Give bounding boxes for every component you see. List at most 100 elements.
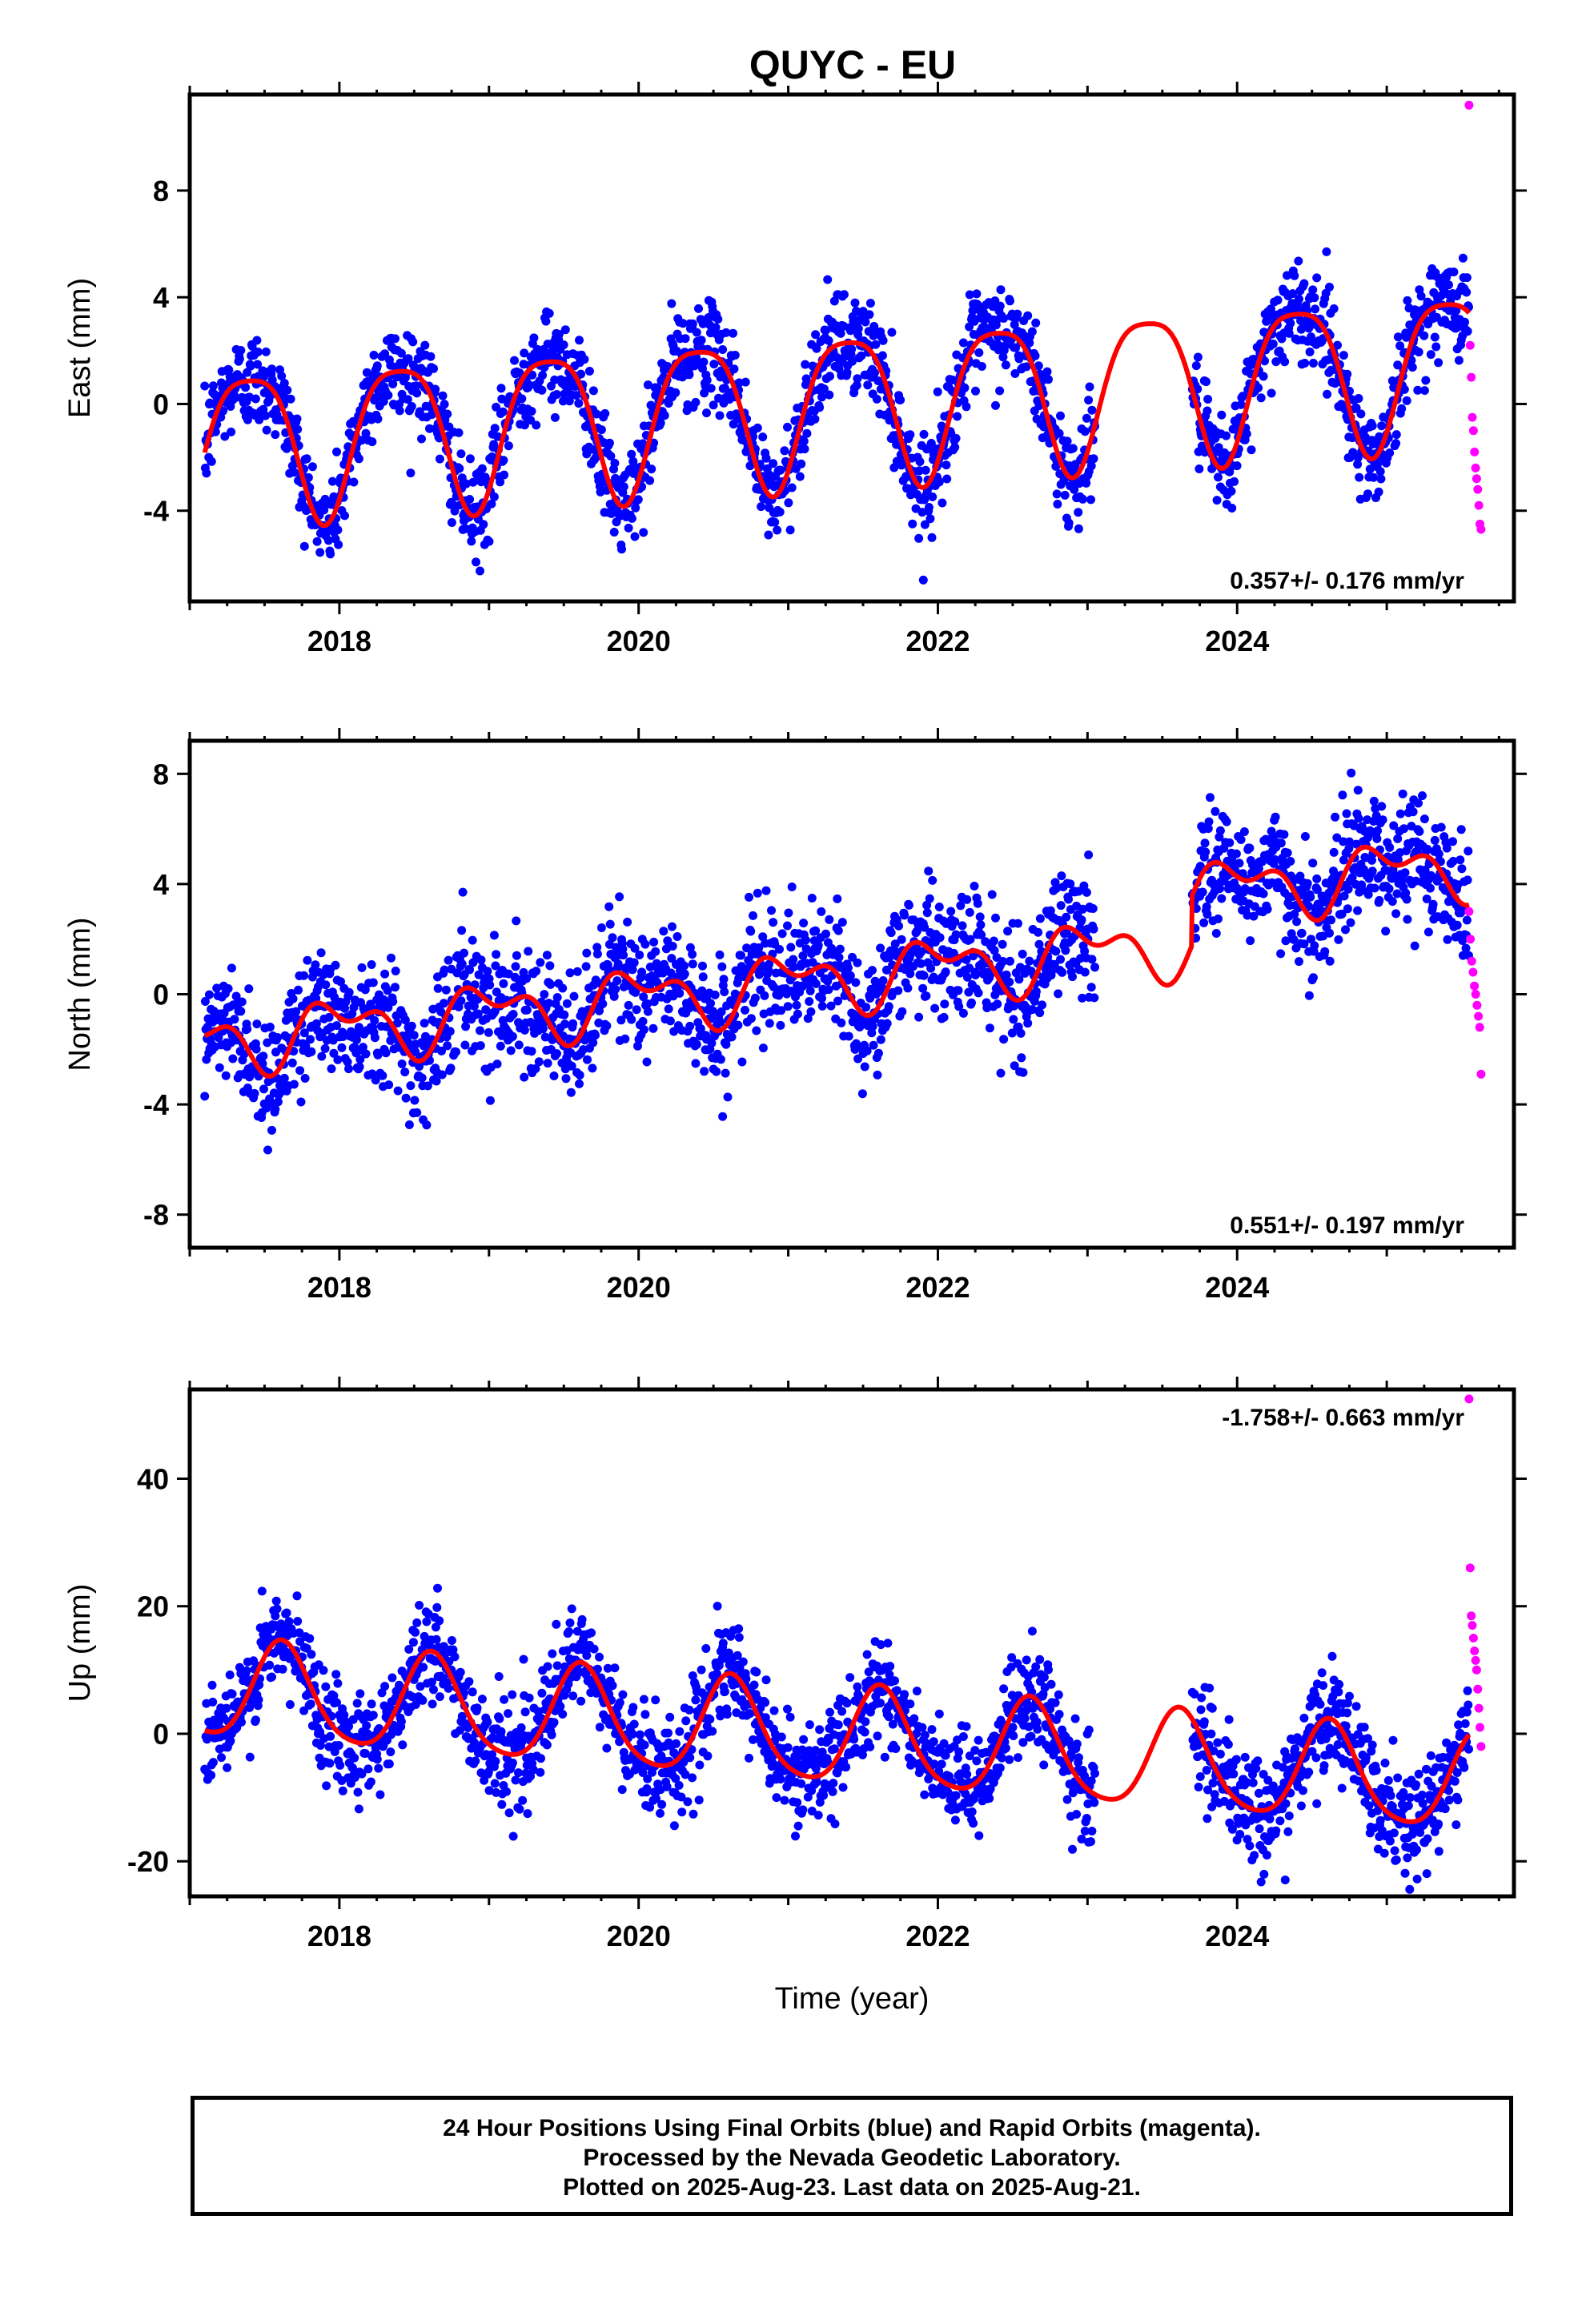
north-final-point [1403, 915, 1412, 924]
east-final-point [1086, 495, 1095, 505]
north-final-point [620, 1034, 630, 1043]
north-final-point [373, 1050, 383, 1059]
north-final-point [592, 949, 602, 959]
north-final-point [962, 972, 972, 982]
east-final-point [857, 351, 866, 360]
east-final-point [852, 380, 861, 390]
north-final-point [1217, 894, 1227, 903]
east-final-point [842, 368, 852, 377]
east-final-point [624, 523, 633, 533]
east-final-point [1247, 445, 1256, 455]
east-final-point [819, 384, 829, 394]
north-final-point [367, 960, 376, 969]
east-final-point [1452, 306, 1461, 316]
up-final-point [491, 1756, 500, 1766]
north-final-point [954, 1002, 964, 1011]
up-final-point [380, 1682, 390, 1691]
north-x-tick-label: 2022 [905, 1271, 970, 1304]
east-final-point [292, 414, 302, 424]
east-final-point [999, 314, 1009, 323]
east-final-point [1454, 356, 1464, 365]
north-final-point [354, 1023, 363, 1032]
up-final-point [366, 1777, 375, 1787]
east-final-point [1203, 395, 1213, 404]
north-final-point [664, 1004, 673, 1014]
up-final-point [335, 1760, 345, 1770]
north-final-point [611, 943, 620, 952]
east-final-point [255, 415, 264, 424]
up-final-point [515, 1804, 524, 1814]
east-final-point [869, 368, 879, 378]
east-final-point [554, 330, 564, 339]
north-final-point [912, 927, 921, 936]
east-final-point [810, 414, 820, 424]
north-final-point [951, 930, 961, 939]
up-final-point [536, 1767, 545, 1777]
north-final-point [258, 1059, 267, 1068]
east-final-point [1367, 421, 1377, 431]
north-final-point [946, 907, 956, 916]
north-final-point [876, 943, 885, 953]
north-final-point [805, 986, 815, 995]
up-final-point [352, 1699, 362, 1708]
north-final-point [668, 942, 677, 951]
north-final-point [1225, 838, 1235, 847]
east-final-point [461, 479, 471, 489]
east-final-point [773, 525, 782, 535]
east-final-point [1271, 357, 1281, 367]
north-final-point [922, 908, 932, 918]
north-final-point [1430, 835, 1439, 845]
north-final-point [409, 1031, 419, 1040]
north-y-tick-label: 0 [153, 979, 169, 1011]
east-final-point [476, 566, 484, 576]
east-final-point [609, 528, 619, 537]
north-final-point [522, 1005, 532, 1015]
north-final-point [1235, 858, 1244, 868]
up-final-point [321, 1682, 331, 1691]
east-final-point [544, 308, 554, 318]
east-final-point [811, 330, 821, 340]
up-final-point [497, 1799, 507, 1809]
east-final-point [927, 533, 937, 542]
north-final-point [727, 1032, 737, 1042]
north-final-point [1214, 914, 1223, 923]
north-final-point [873, 1048, 883, 1058]
north-final-point [1283, 848, 1292, 858]
up-final-point [472, 1703, 482, 1713]
north-final-point [716, 1018, 725, 1027]
north-final-point [441, 985, 451, 995]
east-final-point [524, 380, 533, 389]
east-final-point [877, 351, 887, 360]
east-final-point [1374, 487, 1383, 497]
north-final-point [337, 1043, 347, 1052]
north-final-point [263, 1145, 272, 1155]
up-final-point [305, 1634, 315, 1643]
east-final-point [671, 388, 681, 397]
east-final-point [332, 447, 341, 456]
north-final-point [765, 1019, 774, 1028]
north-final-point [1286, 857, 1295, 866]
east-final-point [1416, 292, 1426, 301]
east-final-point [918, 575, 928, 585]
north-final-point [460, 1040, 470, 1050]
north-final-point [231, 991, 241, 1001]
east-final-point [1027, 327, 1037, 336]
north-final-point [614, 962, 624, 971]
north-final-point [410, 1096, 420, 1105]
up-final-point [384, 1759, 394, 1769]
north-final-point [1061, 946, 1070, 955]
north-final-point [1271, 812, 1280, 822]
east-final-point [1202, 377, 1211, 387]
north-final-point [807, 894, 817, 903]
north-final-point [422, 1120, 432, 1130]
east-final-point [604, 438, 614, 448]
up-final-point [577, 1614, 587, 1624]
east-final-point [1222, 431, 1231, 440]
east-final-point [729, 364, 739, 374]
east-final-point [349, 477, 359, 487]
north-final-point [287, 1058, 297, 1068]
east-final-point [606, 452, 616, 461]
east-final-point [271, 430, 280, 440]
north-final-point [917, 947, 926, 956]
north-final-point [698, 961, 707, 971]
